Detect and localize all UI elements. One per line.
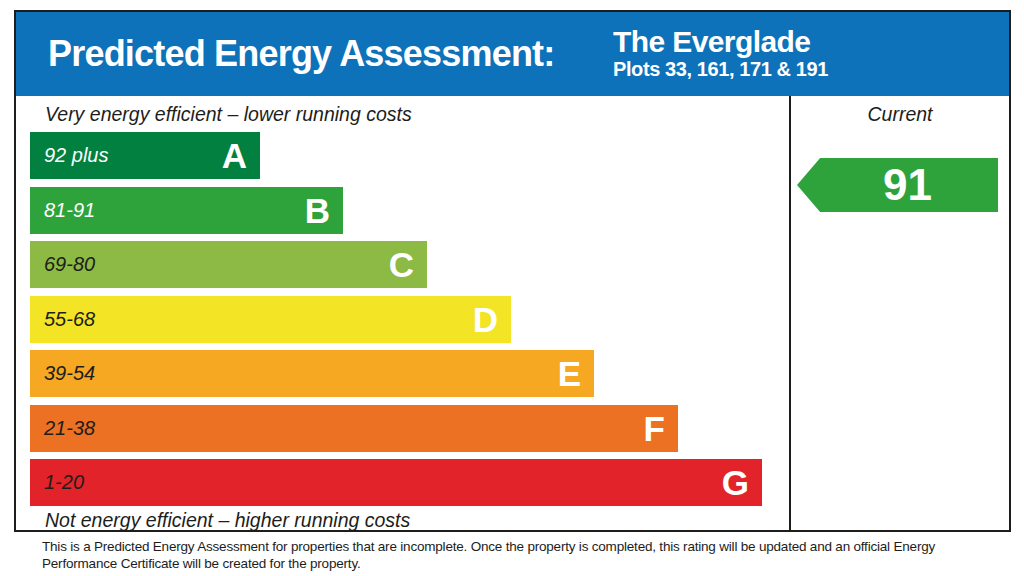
band-range-label: 21-38	[44, 417, 95, 440]
epc-certificate: Predicted Energy Assessment: The Evergla…	[14, 10, 1011, 532]
disclaimer-text: This is a Predicted Energy Assessment fo…	[42, 538, 992, 572]
band-letter: C	[389, 247, 414, 282]
epc-band-c: 69-80 C	[30, 241, 427, 288]
property-info: The Everglade Plots 33, 161, 171 & 191	[613, 25, 828, 80]
band-letter: B	[305, 193, 330, 228]
certificate-header: Predicted Energy Assessment: The Evergla…	[16, 12, 1009, 96]
band-letter: E	[558, 356, 581, 391]
band-range-label: 1-20	[44, 471, 84, 494]
epc-band-f: 21-38 F	[30, 405, 678, 452]
epc-band-a: 92 plus A	[30, 132, 260, 179]
epc-band-e: 39-54 E	[30, 350, 594, 397]
current-column-header: Current	[791, 96, 1009, 126]
band-letter: A	[222, 138, 247, 173]
current-column: Current 91	[789, 96, 1009, 530]
band-range-label: 81-91	[44, 199, 95, 222]
current-rating-arrow: 91	[797, 158, 998, 212]
band-letter: G	[722, 465, 749, 500]
epc-bands: 92 plus A 81-91 B 69-80 C 55-68 D 39-54 E 21-38 F 1-…	[30, 132, 789, 506]
band-range-label: 69-80	[44, 253, 95, 276]
epc-band-d: 55-68 D	[30, 296, 511, 343]
property-plots: Plots 33, 161, 171 & 191	[613, 58, 828, 80]
current-rating-value: 91	[883, 160, 932, 210]
bottom-caption: Not energy efficient – higher running co…	[16, 506, 789, 532]
band-letter: D	[473, 302, 498, 337]
bands-column: Very energy efficient – lower running co…	[16, 96, 789, 530]
rating-chart: Very energy efficient – lower running co…	[16, 96, 1009, 530]
top-caption: Very energy efficient – lower running co…	[16, 96, 789, 132]
band-range-label: 39-54	[44, 362, 95, 385]
epc-band-b: 81-91 B	[30, 187, 343, 234]
band-letter: F	[644, 411, 665, 446]
band-range-label: 92 plus	[44, 144, 109, 167]
band-range-label: 55-68	[44, 308, 95, 331]
page-title: Predicted Energy Assessment:	[48, 33, 554, 75]
property-name: The Everglade	[613, 25, 828, 58]
epc-band-g: 1-20 G	[30, 459, 762, 506]
